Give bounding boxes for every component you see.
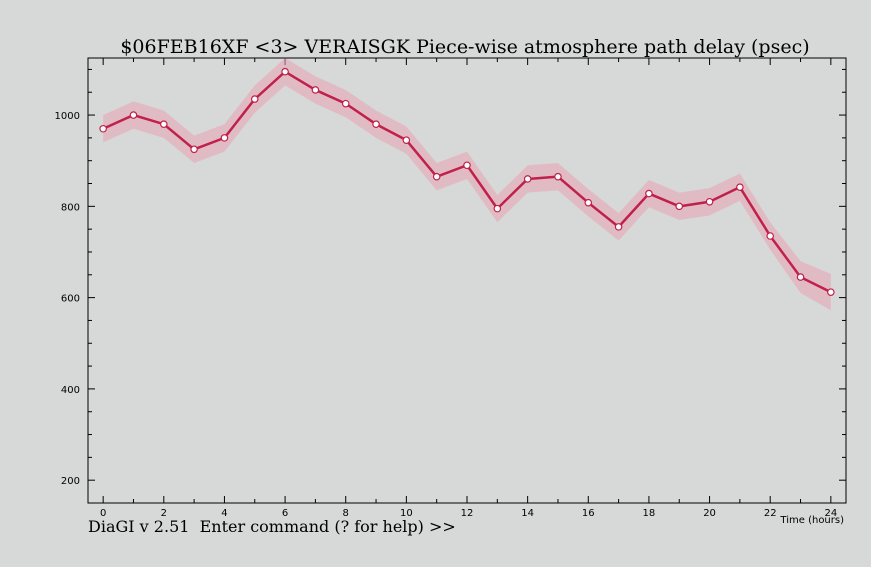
x-tick-label: 8 bbox=[343, 508, 349, 519]
data-point bbox=[402, 136, 411, 144]
series-line bbox=[102, 70, 832, 294]
command-prompt[interactable]: DiaGI v 2.51 Enter command (? for help) … bbox=[88, 517, 456, 536]
error-band-group bbox=[103, 58, 831, 311]
x-axis-label: Time (hours) bbox=[779, 515, 844, 526]
data-point bbox=[250, 95, 259, 103]
data-point bbox=[675, 202, 684, 211]
x-tick-label: 16 bbox=[582, 508, 595, 519]
data-point bbox=[584, 198, 593, 207]
data-point bbox=[523, 175, 532, 183]
y-tick-label: 800 bbox=[61, 202, 80, 213]
data-point bbox=[190, 145, 198, 154]
x-tick-label: 22 bbox=[764, 508, 777, 519]
y-tick-label: 400 bbox=[61, 385, 80, 396]
data-point bbox=[463, 161, 471, 170]
data-point bbox=[311, 86, 320, 94]
data-point bbox=[493, 204, 502, 213]
x-tick-label: 24 bbox=[824, 508, 837, 519]
data-point bbox=[160, 120, 168, 128]
series-group bbox=[99, 67, 835, 296]
data-point bbox=[614, 223, 623, 231]
y-tick-label: 600 bbox=[61, 294, 80, 305]
x-tick-label: 2 bbox=[161, 508, 167, 519]
chart-title: $06FEB16XF <3> VERAISGK Piece-wise atmos… bbox=[120, 36, 809, 58]
x-tick-label: 20 bbox=[703, 508, 716, 519]
data-point bbox=[99, 124, 107, 133]
data-point bbox=[129, 111, 138, 119]
data-point bbox=[827, 288, 835, 296]
data-point bbox=[341, 99, 350, 108]
data-point bbox=[736, 183, 744, 191]
x-tick-label: 6 bbox=[282, 508, 288, 519]
data-point bbox=[796, 273, 805, 281]
x-tick-label: 4 bbox=[221, 508, 227, 519]
data-point bbox=[645, 189, 653, 198]
x-tick-label: 10 bbox=[400, 508, 413, 519]
x-tick-label: 14 bbox=[521, 508, 534, 519]
x-tick-label: 0 bbox=[100, 508, 106, 519]
x-tick-label: 12 bbox=[461, 508, 474, 519]
error-band bbox=[103, 58, 831, 311]
data-point bbox=[432, 172, 441, 181]
data-point bbox=[281, 67, 289, 76]
x-tick-label: 18 bbox=[643, 508, 656, 519]
data-point bbox=[372, 120, 380, 128]
data-point bbox=[554, 172, 562, 181]
data-point bbox=[705, 197, 714, 206]
y-tick-label: 1000 bbox=[55, 111, 80, 122]
data-point bbox=[220, 134, 229, 142]
y-tick-label: 200 bbox=[61, 476, 80, 487]
data-point bbox=[766, 232, 775, 240]
plot-frame bbox=[87, 57, 847, 504]
